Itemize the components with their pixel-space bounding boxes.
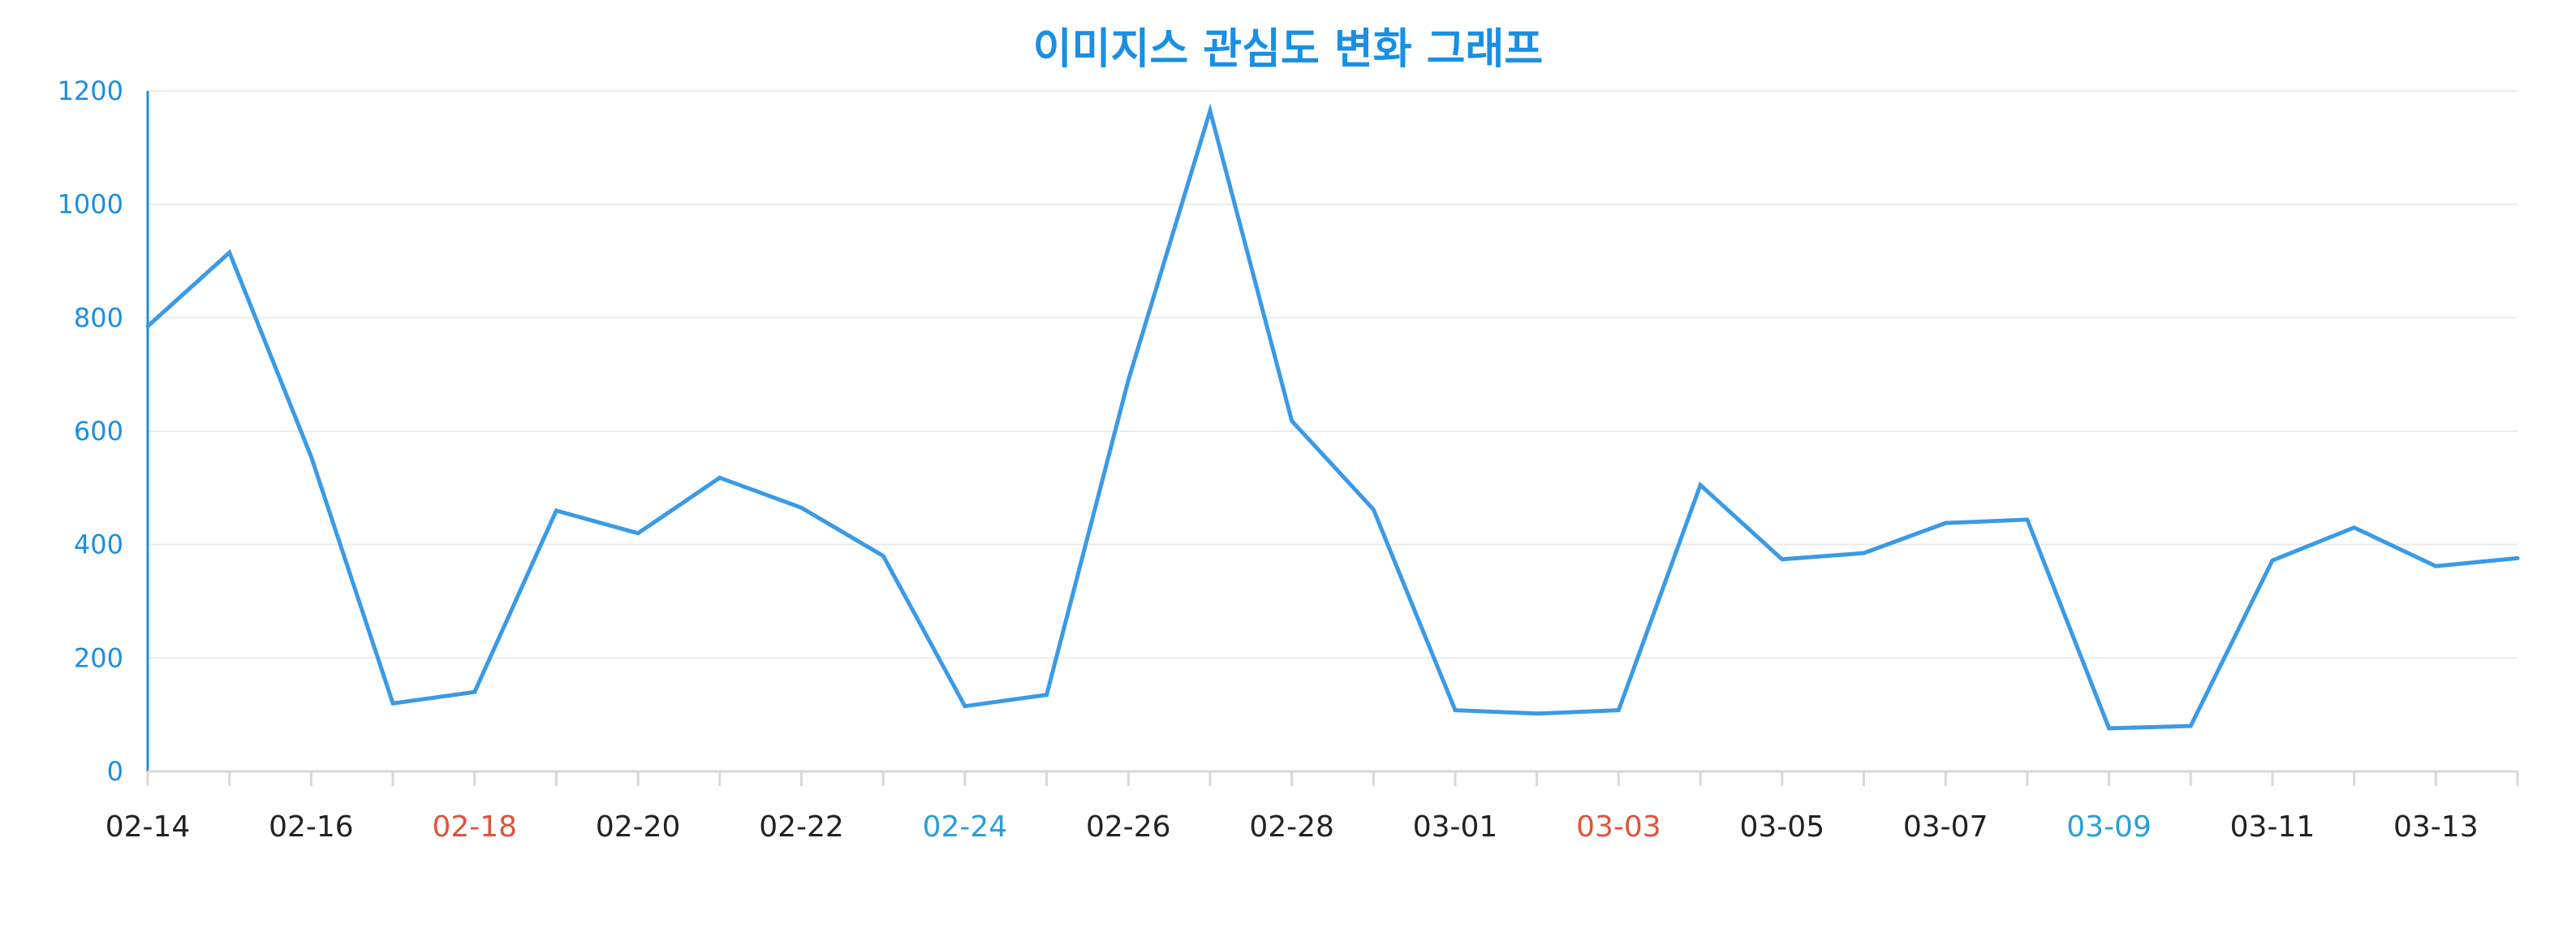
y-tick-label: 200 bbox=[74, 642, 123, 673]
y-tick-label: 1200 bbox=[58, 76, 123, 106]
data-point bbox=[1209, 110, 1210, 111]
data-point bbox=[311, 456, 312, 457]
data-point bbox=[719, 477, 720, 478]
x-tick-label: 03-09 bbox=[2066, 810, 2152, 844]
x-tick-label: 03-05 bbox=[1739, 810, 1824, 844]
data-point bbox=[1373, 509, 1374, 510]
grid-lines bbox=[148, 90, 2518, 659]
data-point bbox=[1046, 694, 1047, 695]
data-point bbox=[883, 555, 884, 556]
x-tick-label: 02-24 bbox=[923, 810, 1008, 844]
x-tick-label: 03-01 bbox=[1413, 810, 1498, 844]
x-tick-label: 02-18 bbox=[432, 810, 517, 844]
data-point bbox=[1945, 523, 1946, 524]
x-tick-label: 02-16 bbox=[269, 810, 354, 844]
series-line bbox=[145, 103, 2520, 731]
x-tick-label: 02-26 bbox=[1086, 810, 1171, 844]
y-tick-label: 800 bbox=[74, 302, 123, 333]
y-tick-label: 0 bbox=[107, 756, 123, 787]
data-point bbox=[556, 510, 557, 511]
series-layer bbox=[145, 103, 2520, 731]
data-point bbox=[1700, 485, 1701, 486]
x-tick-label: 03-07 bbox=[1903, 810, 1988, 844]
x-tick-label: 03-13 bbox=[2393, 810, 2479, 844]
data-point bbox=[1128, 380, 1129, 381]
data-point bbox=[474, 692, 475, 693]
y-axis-tick-labels: 0 200 400 600 800 1000 1200 bbox=[58, 76, 123, 787]
data-point bbox=[2190, 726, 2191, 727]
chart-title: 이미지스 관심도 변화 그래프 bbox=[1033, 25, 1543, 74]
x-axis-tick-labels: 02-14 02-16 02-18 02-20 02-22 02-24 02-26 02-28… bbox=[106, 810, 2479, 844]
axes bbox=[146, 91, 2519, 786]
data-point bbox=[393, 703, 394, 704]
x-tick-label: 02-14 bbox=[106, 810, 191, 844]
x-tick-label: 02-22 bbox=[759, 810, 844, 844]
data-point bbox=[1618, 710, 1619, 711]
x-tick-label: 03-03 bbox=[1576, 810, 1661, 844]
data-point bbox=[1455, 710, 1456, 711]
y-tick-label: 1000 bbox=[58, 189, 123, 220]
x-tick-label: 03-11 bbox=[2230, 810, 2315, 844]
y-tick-label: 400 bbox=[74, 529, 123, 560]
data-point bbox=[1863, 553, 1864, 554]
y-tick-label: 600 bbox=[74, 416, 123, 447]
x-tick-label: 02-20 bbox=[596, 810, 681, 844]
x-tick-label: 02-28 bbox=[1249, 810, 1334, 844]
data-point bbox=[1536, 713, 1537, 714]
